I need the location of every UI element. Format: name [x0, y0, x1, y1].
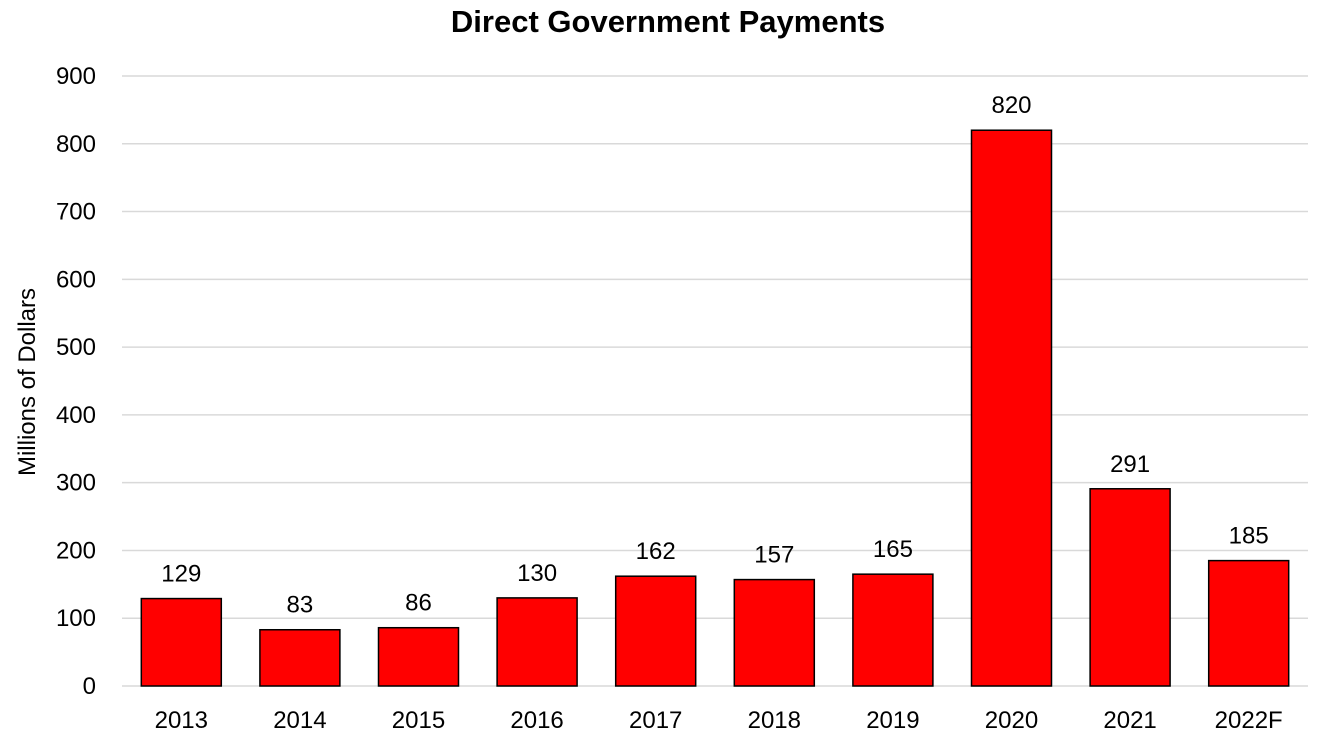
- y-tick-label: 900: [56, 63, 96, 90]
- bar-2014: [259, 628, 341, 687]
- x-tick-label-2015: 2015: [392, 707, 445, 734]
- y-axis-label: Millions of Dollars: [14, 288, 41, 476]
- x-tick-label-2016: 2016: [510, 707, 563, 734]
- data-labels: 129 83 86 130 162 157 165 820 291 185: [161, 92, 1268, 619]
- x-tick-label-2018: 2018: [748, 707, 801, 734]
- y-tick-label: 100: [56, 605, 96, 632]
- x-tick-label-2019: 2019: [866, 707, 919, 734]
- x-tick-label-2013: 2013: [155, 707, 208, 734]
- data-label-2020: 820: [991, 92, 1031, 119]
- bar-2022F: [1207, 559, 1290, 687]
- bar-2013: [140, 597, 223, 687]
- data-label-2019: 165: [873, 536, 913, 563]
- x-tick-label-2021: 2021: [1103, 707, 1156, 734]
- data-label-2016: 130: [517, 560, 557, 587]
- bar-2017: [614, 575, 697, 687]
- bars: [140, 129, 1290, 687]
- x-tick-label-2022F: 2022F: [1215, 707, 1283, 734]
- data-label-2018: 157: [754, 542, 794, 569]
- x-axis-ticks: 2013 2014 2015 2016 2017 2018 2019 2020 2021 2022…: [155, 707, 1283, 734]
- y-tick-label: 0: [83, 673, 96, 700]
- bar-2019: [852, 573, 934, 687]
- y-tick-label: 600: [56, 266, 96, 293]
- data-label-2014: 83: [287, 592, 314, 619]
- x-tick-label-2017: 2017: [629, 707, 682, 734]
- y-tick-label: 700: [56, 199, 96, 226]
- gridlines: [122, 75, 1308, 687]
- bar-2021: [1089, 488, 1171, 687]
- bar-2020: [970, 129, 1053, 687]
- bar-2016: [496, 597, 578, 687]
- x-tick-label-2014: 2014: [273, 707, 326, 734]
- y-tick-label: 800: [56, 131, 96, 158]
- bar-2015: [377, 626, 460, 687]
- chart-title: Direct Government Payments: [451, 4, 885, 39]
- y-axis-ticks: 0 100 200 300 400 500 600 700 800 900: [56, 63, 96, 700]
- data-label-2017: 162: [636, 538, 676, 565]
- bar-2018: [733, 578, 816, 687]
- data-label-2013: 129: [161, 561, 201, 588]
- data-label-2015: 86: [405, 590, 432, 617]
- data-label-2021: 291: [1110, 451, 1150, 478]
- data-label-2022F: 185: [1229, 523, 1269, 550]
- y-tick-label: 300: [56, 470, 96, 497]
- y-tick-label: 400: [56, 402, 96, 429]
- x-tick-label-2020: 2020: [985, 707, 1038, 734]
- y-tick-label: 500: [56, 334, 96, 361]
- y-tick-label: 200: [56, 537, 96, 564]
